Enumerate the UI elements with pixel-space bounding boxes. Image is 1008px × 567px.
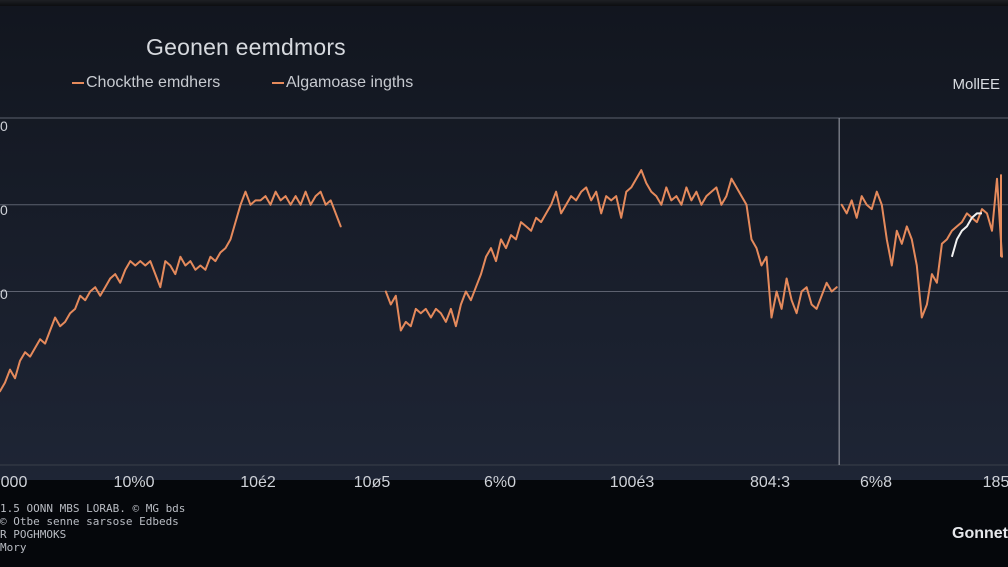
x-tick-label: 100é3 <box>609 474 655 491</box>
footnote-line-4: Mory <box>0 541 27 554</box>
y-tick-label: 0 <box>0 118 8 134</box>
series-line-segment-3 <box>840 177 1003 319</box>
legend-item-1[interactable]: Chockthe emdhers <box>72 74 220 92</box>
corner-label: MollEE <box>952 76 1000 93</box>
legend-swatch-icon <box>72 81 84 84</box>
x-tick-label: 10ø5 <box>353 474 391 491</box>
x-tick-label: 185 <box>982 474 1008 491</box>
footnote-line-3: R POGHMOKS <box>0 528 67 541</box>
brand-label: Gonnet <box>952 525 1008 542</box>
footnote-line-2: © Otbe senne sarsose Edbeds <box>0 515 179 528</box>
legend-label-1: Chockthe emdhers <box>86 74 221 91</box>
chart-title: Geonen eemdmors <box>146 34 346 60</box>
x-tick-label: 6%0 <box>483 474 517 491</box>
y-tick-label: 0 <box>0 286 8 302</box>
x-tick-label: 10é2 <box>240 474 276 491</box>
series-line-segment-1 <box>0 190 342 393</box>
y-tick-label: 0 <box>0 202 8 218</box>
legend-item-2[interactable]: Algamoase ingths <box>272 74 413 92</box>
legend-swatch-icon <box>272 81 284 84</box>
legend-label-2: Algamoase ingths <box>286 74 414 91</box>
highlight-line <box>950 212 982 258</box>
x-tick-label: 6%8 <box>859 474 893 491</box>
x-tick-label: 000 <box>0 474 28 491</box>
x-tick-label: 10%0 <box>113 474 155 491</box>
x-tick-label: 804:3 <box>749 474 791 491</box>
footnote-line-1: 1.5 OONN MBS LORAB. © MG bds <box>0 502 186 515</box>
series-line-segment-2 <box>384 169 838 332</box>
